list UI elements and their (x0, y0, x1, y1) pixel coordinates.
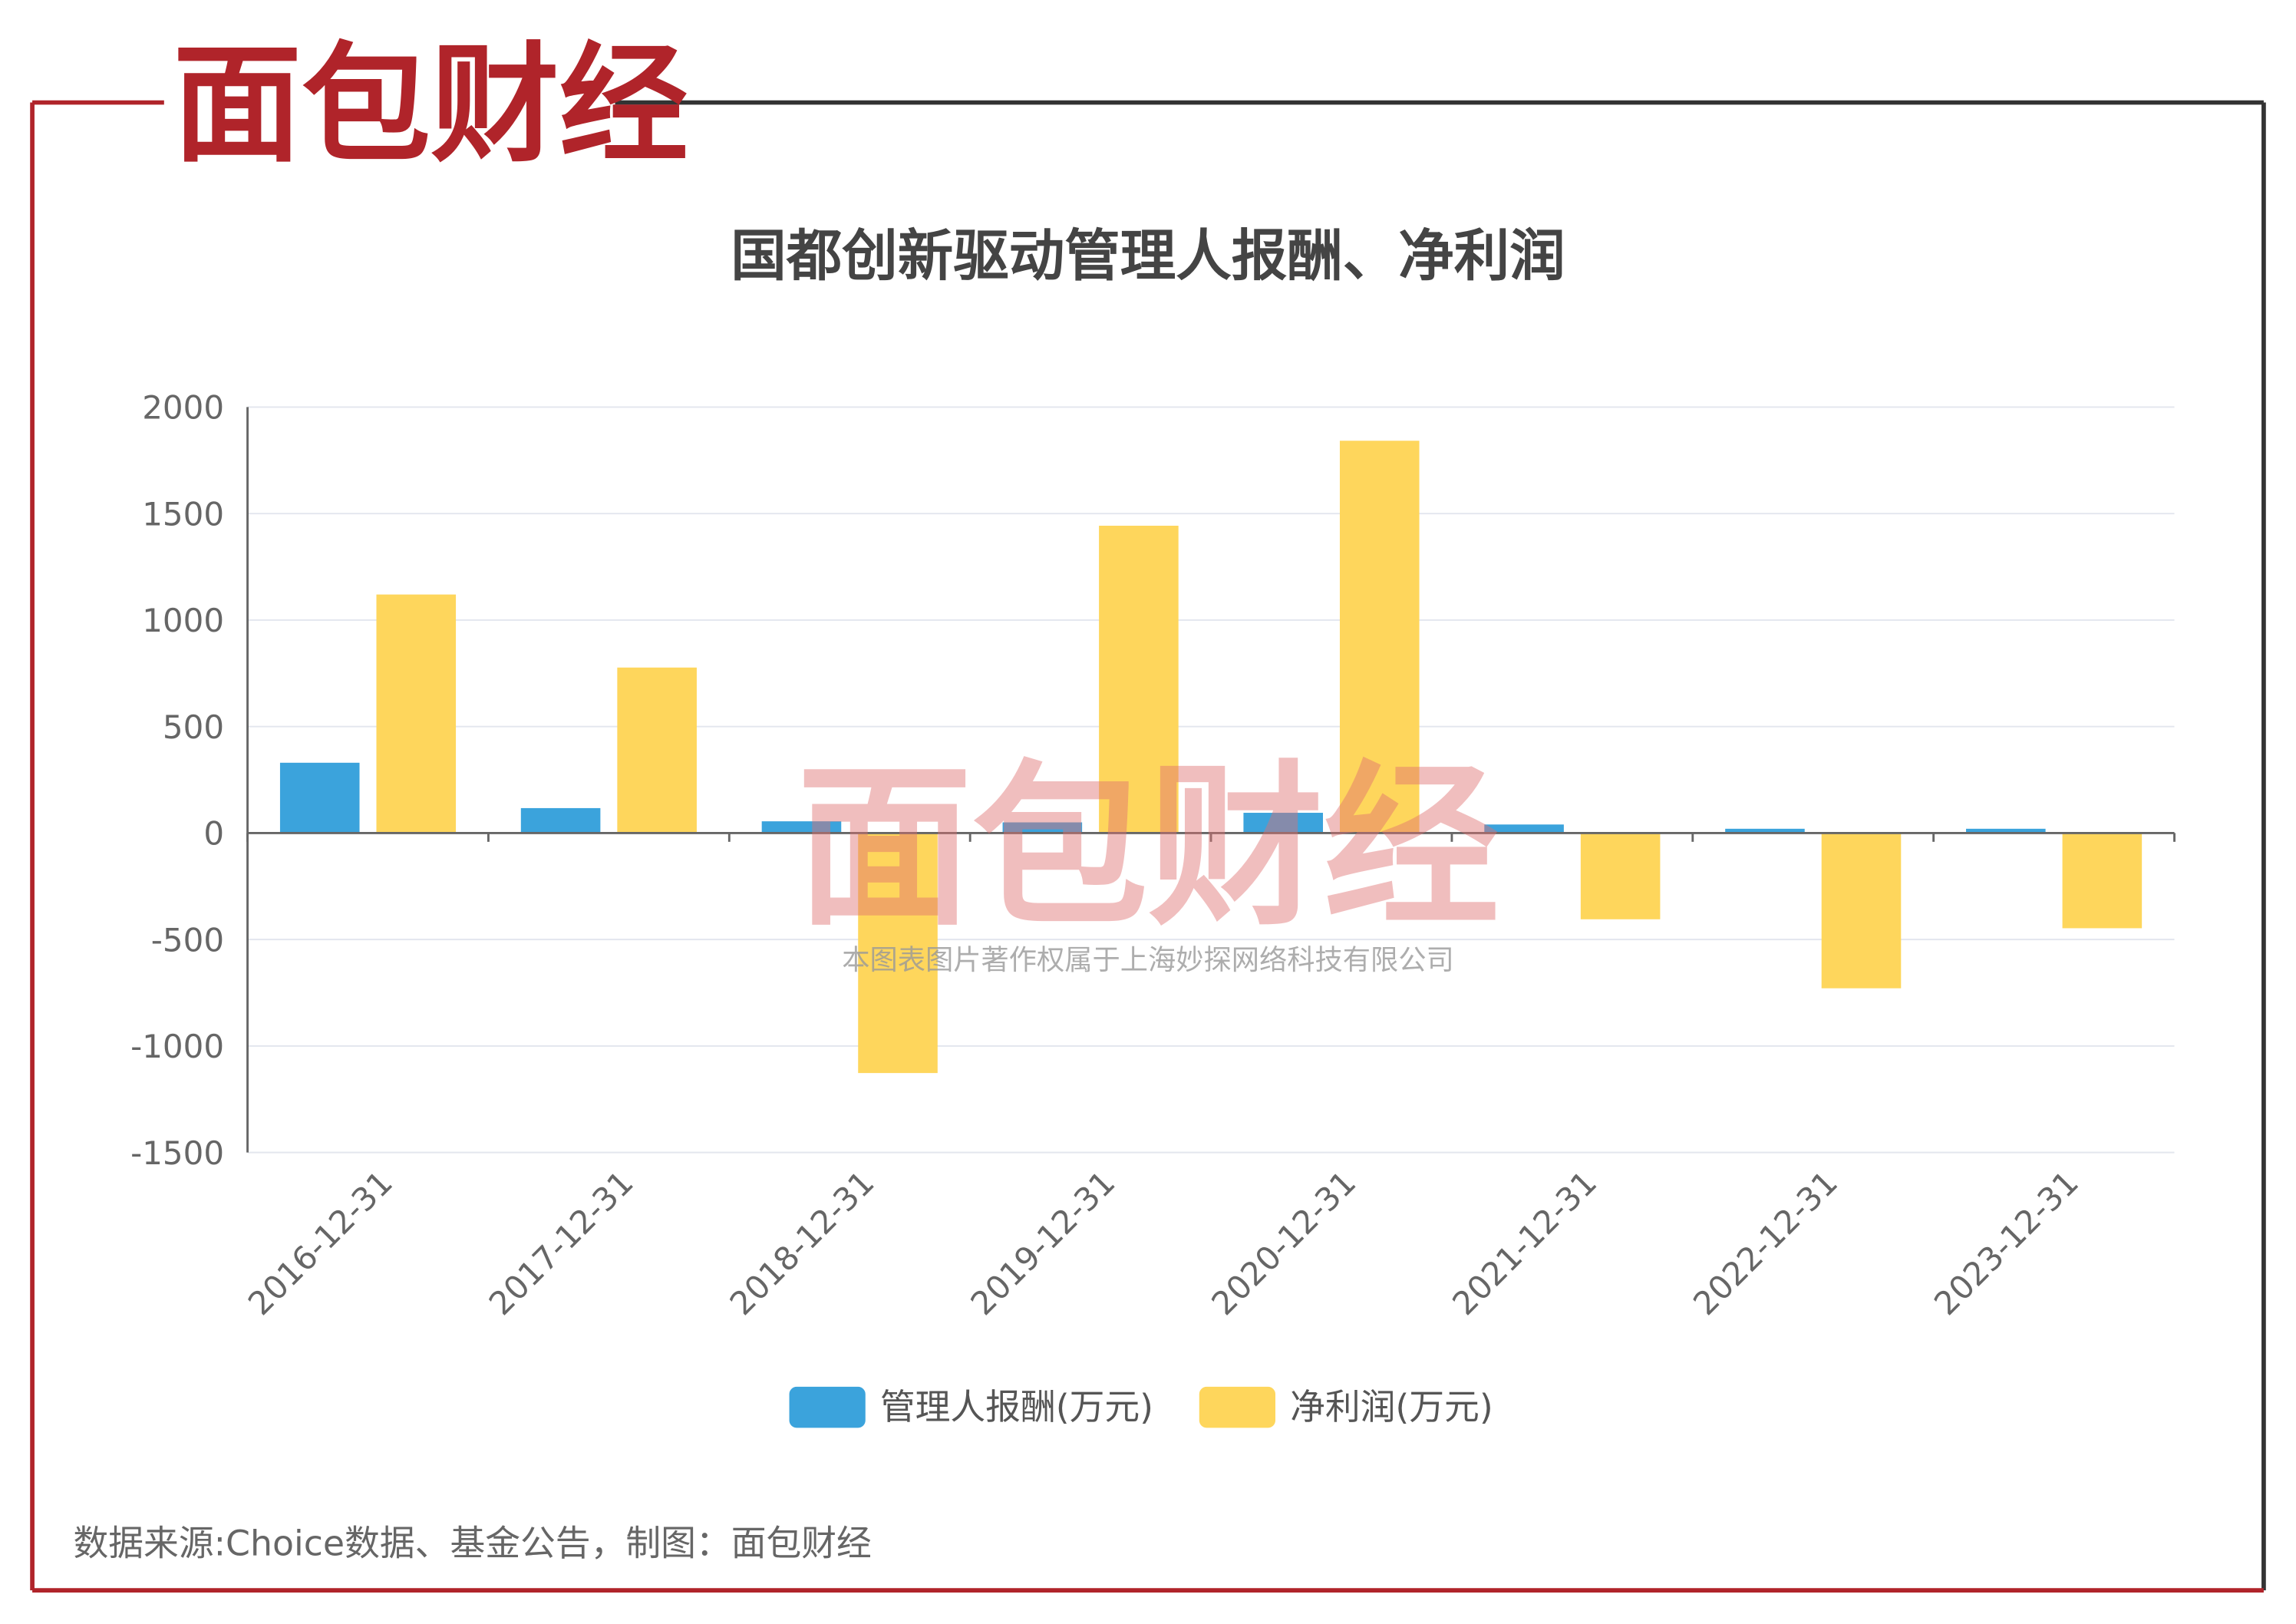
bar (1243, 813, 1323, 833)
bar (1339, 441, 1420, 833)
bar (1725, 828, 1805, 833)
x-tick-label: 2020-12-31 (1204, 1164, 1363, 1322)
brand-logo: 面包财经 (173, 30, 688, 180)
x-tick-label: 2019-12-31 (963, 1164, 1122, 1322)
x-tick-label: 2021-12-31 (1445, 1164, 1604, 1322)
y-tick-label: 1000 (142, 602, 224, 639)
bar (1002, 822, 1083, 833)
bar (1580, 833, 1661, 919)
legend-label: 管理人报酬(万元) (880, 1386, 1153, 1428)
chart-title: 国都创新驱动管理人报酬、净利润 (731, 225, 1565, 289)
x-tick-label: 2017-12-31 (482, 1164, 641, 1322)
bar (279, 762, 360, 833)
y-tick-label: -500 (151, 921, 224, 959)
bar (858, 833, 938, 1074)
x-tick-label: 2022-12-31 (1686, 1164, 1845, 1322)
x-tick-label: 2016-12-31 (241, 1164, 400, 1322)
bar (376, 594, 457, 833)
bar (761, 821, 842, 833)
y-tick-label: -1000 (130, 1028, 224, 1065)
watermark-logo: 面包财经 (797, 744, 1499, 949)
watermark-text: 本图表图片著作权属于上海妙探网络科技有限公司 (842, 943, 1454, 976)
bar (617, 667, 697, 833)
bar (520, 807, 601, 833)
y-tick-label: 1500 (142, 495, 224, 533)
bar (1484, 824, 1564, 833)
y-tick-label: 0 (203, 815, 224, 853)
legend-swatch (1199, 1386, 1275, 1428)
legend-label: 净利润(万元) (1290, 1386, 1493, 1428)
x-tick-label: 2023-12-31 (1927, 1164, 2086, 1322)
bar (1966, 828, 2046, 833)
legend-swatch (789, 1386, 866, 1428)
x-tick-label: 2018-12-31 (723, 1164, 882, 1322)
y-tick-label: -1500 (130, 1134, 224, 1172)
y-tick-label: 2000 (142, 389, 224, 427)
source-note: 数据来源:Choice数据、基金公告，制图：面包财经 (74, 1522, 872, 1563)
bar (1099, 525, 1179, 833)
bar (1821, 833, 1902, 989)
bar (2062, 833, 2143, 929)
y-tick-label: 500 (163, 708, 224, 746)
